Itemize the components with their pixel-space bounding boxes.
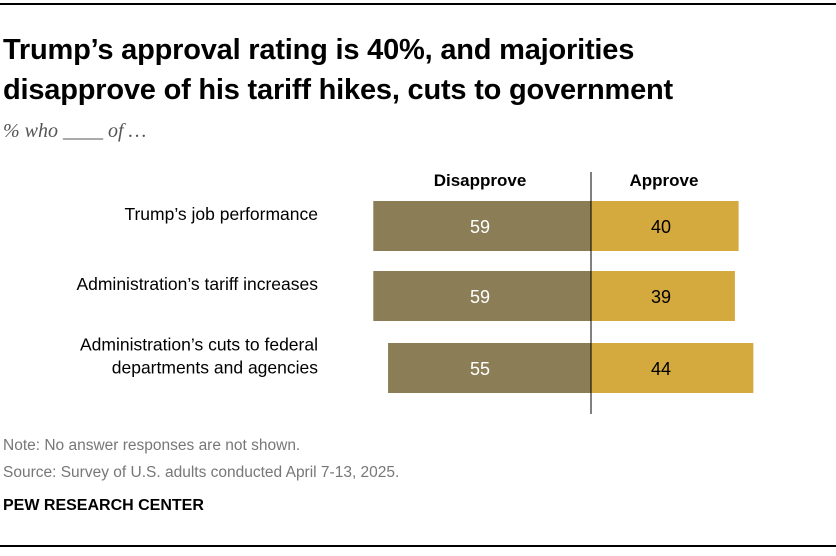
category-label-line: departments and agencies — [112, 358, 318, 378]
footnotes: Note: No answer responses are not shown.… — [3, 432, 399, 486]
bar-approve — [591, 201, 739, 251]
chart-title-line-2: disapprove of his tariff hikes, cuts to … — [3, 74, 674, 106]
category-label-line: Trump’s job performance — [124, 204, 318, 224]
chart-area: Disapprove Approve Trump’s job performance… — [0, 160, 836, 427]
bar-approve — [591, 271, 735, 321]
brand-label: PEW RESEARCH CENTER — [3, 497, 204, 514]
legend-disapprove: Disapprove — [434, 171, 527, 190]
data-label-disapprove: 59 — [470, 287, 490, 307]
source-text: Source: Survey of U.S. adults conducted … — [3, 464, 400, 481]
category-label-line: Administration’s tariff increases — [76, 274, 318, 294]
note-text: Note: No answer responses are not shown. — [3, 437, 301, 454]
bar-disapprove — [388, 343, 591, 393]
category-label: Trump’s job performance — [124, 204, 318, 224]
data-label-disapprove: 55 — [470, 359, 490, 379]
chart-title: Trump’s approval rating is 40%, and majo… — [3, 30, 823, 110]
top-rule — [0, 3, 836, 5]
data-label-approve: 39 — [651, 287, 671, 307]
chart-title-line-1: Trump’s approval rating is 40%, and majo… — [3, 34, 635, 66]
category-label: Administration’s cuts to federal departme… — [80, 335, 318, 378]
legend-approve: Approve — [630, 171, 699, 190]
data-label-approve: 44 — [651, 359, 671, 379]
bar-disapprove — [373, 201, 591, 251]
bottom-rule — [0, 545, 836, 547]
data-label-approve: 40 — [651, 217, 671, 237]
bar-disapprove — [373, 271, 591, 321]
bar-approve — [591, 343, 754, 393]
chart-subtitle: % who ____ of … — [3, 120, 147, 142]
data-label-disapprove: 59 — [470, 217, 490, 237]
diverging-bar-chart: Disapprove Approve Trump’s job performance… — [76, 171, 754, 414]
category-label-line: Administration’s cuts to federal — [80, 335, 318, 355]
category-label: Administration’s tariff increases — [76, 274, 318, 294]
